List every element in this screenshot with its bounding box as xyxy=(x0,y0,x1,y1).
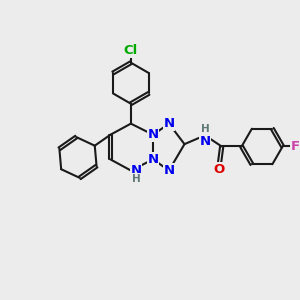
Text: O: O xyxy=(213,163,224,176)
Text: H: H xyxy=(132,174,140,184)
Text: N: N xyxy=(164,164,175,177)
Text: N: N xyxy=(164,117,175,130)
Text: N: N xyxy=(130,164,142,177)
Text: Cl: Cl xyxy=(124,44,138,57)
Text: H: H xyxy=(201,124,209,134)
Text: N: N xyxy=(200,135,211,148)
Text: N: N xyxy=(148,128,159,141)
Text: F: F xyxy=(290,140,299,153)
Text: N: N xyxy=(148,153,159,166)
